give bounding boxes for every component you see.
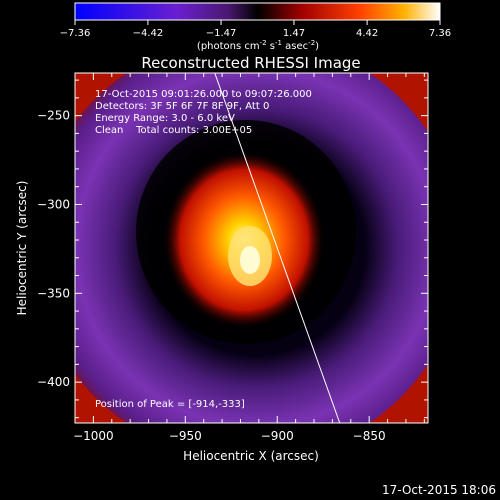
- colorbar-tick-label: 1.47: [283, 28, 305, 39]
- timestamp: 17-Oct-2015 18:06: [382, 483, 496, 497]
- info-line-energy: Energy Range: 3.0 - 6.0 keV: [95, 113, 235, 124]
- info-line-clean: Clean Total counts: 3.00E+05: [95, 125, 252, 136]
- colorbar-tick-label: −7.36: [60, 28, 91, 39]
- y-axis: −250 −300 −350 −400: [37, 79, 428, 419]
- y-tick-label: −250: [37, 109, 70, 123]
- colorbar-tick-label: 4.42: [356, 28, 378, 39]
- colorbar-tick-label: −1.47: [206, 28, 237, 39]
- y-tick-label: −400: [37, 375, 70, 389]
- y-axis-label: Heliocentric Y (arcsec): [15, 181, 29, 316]
- x-axis-label: Heliocentric X (arcsec): [183, 449, 319, 463]
- info-line-time: 17-Oct-2015 09:01:26.000 to 09:07:26.000: [95, 89, 312, 100]
- colorbar: [74, 2, 441, 21]
- colorbar-ticks: −7.36 −4.42 −1.47 1.47 4.42 7.36: [60, 20, 451, 39]
- limb-line: [214, 73, 341, 423]
- info-text-block: 17-Oct-2015 09:01:26.000 to 09:07:26.000…: [95, 89, 312, 136]
- plot-frame: [74, 72, 429, 424]
- colorbar-tick-label: 7.36: [429, 28, 451, 39]
- x-tick-label: −950: [169, 429, 202, 443]
- x-tick-label: −850: [353, 429, 386, 443]
- x-tick-label: −1000: [73, 429, 114, 443]
- peak-position-label: Position of Peak = [-914,-333]: [95, 399, 245, 410]
- x-axis: −1000 −950 −900 −850: [73, 73, 425, 443]
- plot-title: Reconstructed RHESSI Image: [141, 54, 360, 72]
- colorbar-units: (photons cm-2 s-1 asec-2): [197, 39, 319, 52]
- y-tick-label: −300: [37, 197, 70, 211]
- info-line-detectors: Detectors: 3F 5F 6F 7F 8F 9F, Att 0: [95, 101, 269, 112]
- heatmap-image: [75, 73, 428, 423]
- colorbar-tick-label: −4.42: [133, 28, 164, 39]
- x-tick-label: −900: [261, 429, 294, 443]
- y-tick-label: −350: [37, 286, 70, 300]
